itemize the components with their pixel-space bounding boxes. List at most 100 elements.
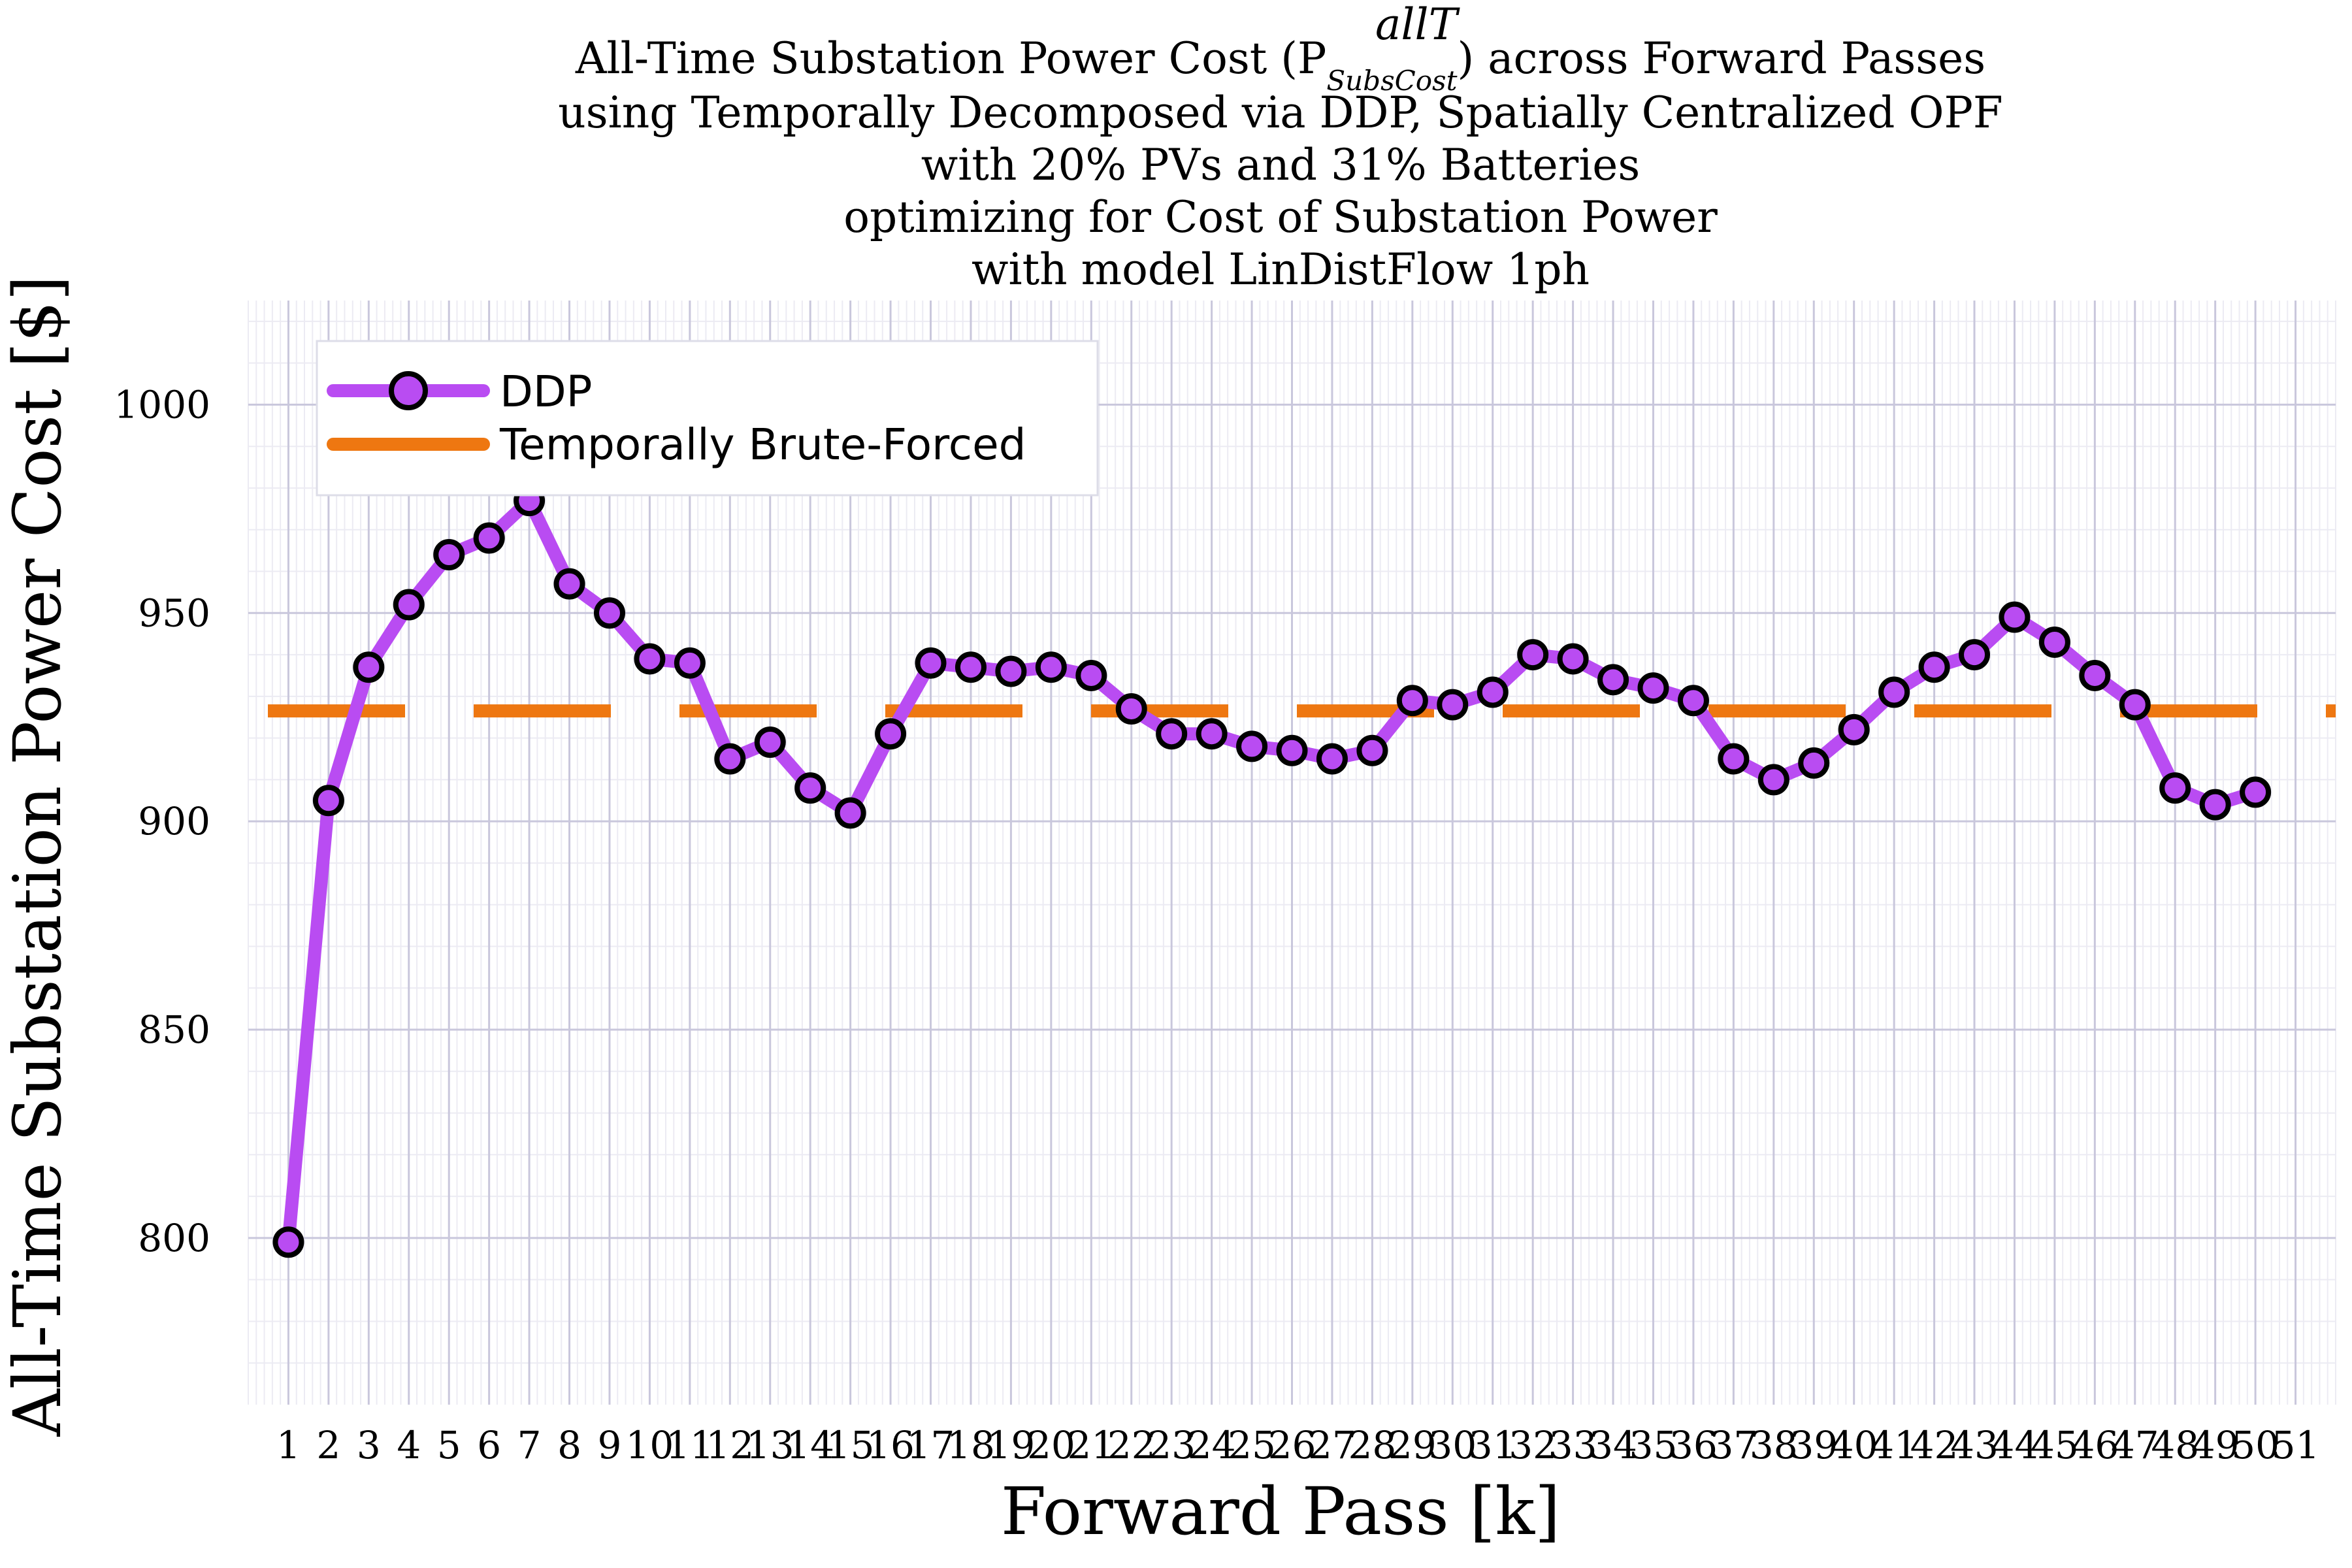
legend-box: [316, 340, 1099, 497]
ddp-point: [1838, 713, 1870, 745]
ddp-point: [1356, 734, 1388, 766]
x-tick-label: 29: [1388, 1423, 1437, 1467]
y-tick-label: 950: [138, 591, 210, 635]
ddp-point: [393, 589, 425, 621]
ddp-point: [1757, 764, 1789, 796]
x-tick-label: 33: [1549, 1423, 1597, 1467]
x-tick-label: 25: [1228, 1423, 1276, 1467]
ddp-point: [433, 539, 465, 571]
x-tick-label: 16: [866, 1423, 915, 1467]
ddp-point: [875, 718, 907, 750]
ddp-point: [955, 651, 987, 683]
y-tick-labels: 800 850 900 950 1000: [114, 382, 210, 1260]
x-tick-label: 44: [1991, 1423, 2039, 1467]
x-tick-label: 38: [1750, 1423, 1798, 1467]
x-tick-label: 18: [947, 1423, 995, 1467]
x-tick-label: 20: [1027, 1423, 1075, 1467]
x-tick-label: 49: [2191, 1423, 2240, 1467]
title-line-5: with model LinDistFlow 1ph: [972, 244, 1590, 295]
title-line-4: optimizing for Cost of Substation Power: [843, 192, 1718, 242]
ddp-point: [1236, 730, 1268, 762]
ddp-point: [312, 785, 344, 817]
ddp-point: [1115, 693, 1147, 725]
x-tick-label: 51: [2272, 1423, 2320, 1467]
x-tick-label: 48: [2151, 1423, 2199, 1467]
y-tick-label: 800: [138, 1216, 210, 1260]
ddp-point: [1396, 685, 1428, 717]
ddp-point: [995, 655, 1027, 687]
x-tick-label: 41: [1870, 1423, 1918, 1467]
title-line-1-suffix: ) across Forward Passes: [1457, 33, 1985, 84]
ddp-point: [1637, 672, 1669, 704]
x-tick-label: 24: [1188, 1423, 1236, 1467]
x-tick-label: 21: [1067, 1423, 1115, 1467]
x-tick-label: 35: [1629, 1423, 1678, 1467]
title-line-1: All-Time Substation Power Cost (PSubsCos…: [575, 33, 1985, 97]
ddp-point: [1798, 747, 1830, 779]
x-tick-label: 28: [1348, 1423, 1396, 1467]
ddp-point: [272, 1226, 304, 1258]
ddp-point: [2079, 659, 2111, 691]
x-tick-label: 39: [1789, 1423, 1838, 1467]
title-symbol-sub: SubsCost: [1326, 65, 1457, 97]
x-tick-label: 13: [746, 1423, 794, 1467]
legend-brute-forced-label: Temporally Brute-Forced: [499, 419, 1026, 470]
ddp-point: [714, 743, 746, 775]
ddp-point: [1959, 639, 1991, 671]
ddp-point: [2159, 772, 2191, 804]
x-tick-label: 34: [1589, 1423, 1637, 1467]
x-tick-label: 23: [1147, 1423, 1196, 1467]
x-tick-label: 10: [626, 1423, 674, 1467]
ddp-point: [1557, 643, 1589, 675]
ddp-point: [915, 647, 947, 679]
x-tick-label: 12: [706, 1423, 754, 1467]
x-tick-label: 47: [2111, 1423, 2159, 1467]
x-tick-label: 40: [1830, 1423, 1878, 1467]
x-tick-label: 11: [666, 1423, 714, 1467]
legend-ddp-label: DDP: [500, 367, 592, 417]
ddp-point: [1035, 651, 1067, 683]
ddp-point: [2240, 776, 2272, 808]
x-tick-label: 32: [1509, 1423, 1557, 1467]
ddp-point: [2119, 689, 2151, 721]
ddp-point: [473, 522, 505, 554]
ddp-point: [1999, 601, 2031, 633]
ddp-point: [1718, 743, 1750, 775]
x-tick-label: 6: [477, 1423, 501, 1467]
ddp-point: [1597, 664, 1629, 696]
y-tick-label: 850: [138, 1007, 210, 1052]
x-tick-label: 43: [1950, 1423, 1999, 1467]
ddp-point: [1918, 651, 1950, 683]
ddp-point: [1677, 685, 1709, 717]
ddp-point: [794, 772, 826, 804]
x-tick-label: 4: [397, 1423, 421, 1467]
y-tick-label: 1000: [114, 382, 210, 427]
x-tick-label: 9: [598, 1423, 622, 1467]
ddp-point: [2199, 789, 2231, 821]
x-tick-label: 26: [1268, 1423, 1316, 1467]
ddp-point: [1477, 676, 1509, 708]
title-line-3: with 20% PVs and 31% Batteries: [921, 140, 1641, 190]
ddp-point: [593, 597, 625, 629]
ddp-point: [1075, 659, 1107, 691]
y-tick-label: 900: [138, 799, 210, 843]
x-tick-label: 1: [276, 1423, 301, 1467]
x-tick-label: 27: [1308, 1423, 1356, 1467]
major-grid: [248, 301, 2336, 1405]
ddp-point: [353, 651, 385, 683]
ddp-point: [1316, 743, 1348, 775]
x-tick-label: 7: [517, 1423, 542, 1467]
legend: DDP Temporally Brute-Forced: [316, 340, 1099, 497]
x-tick-label: 30: [1428, 1423, 1477, 1467]
title-line-2: using Temporally Decomposed via DDP, Spa…: [558, 88, 2002, 138]
x-tick-label: 5: [437, 1423, 461, 1467]
x-tick-label: 15: [826, 1423, 875, 1467]
x-tick-label: 36: [1669, 1423, 1718, 1467]
x-tick-label: 46: [2070, 1423, 2119, 1467]
x-tick-labels: 1 2 3 4 5 6 7 8 9 1011121314151617181920212223242…: [276, 1423, 2319, 1467]
ddp-point: [754, 727, 786, 758]
series-line-ddp: [282, 494, 2262, 1249]
x-tick-label: 42: [1910, 1423, 1959, 1467]
chart-title: All-Time Substation Power Cost (PSubsCos…: [558, 0, 2002, 295]
